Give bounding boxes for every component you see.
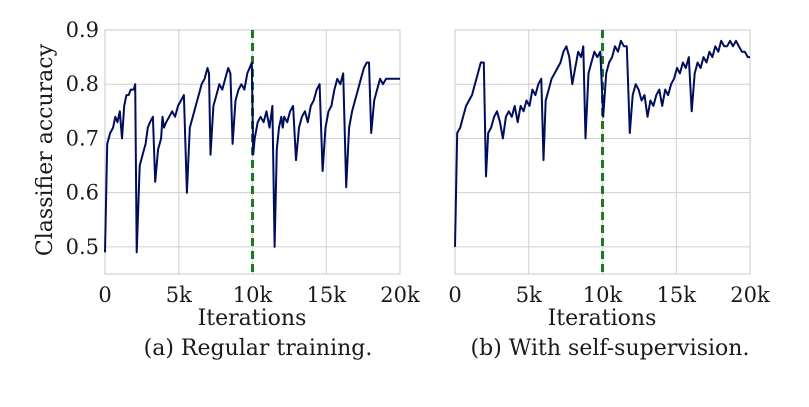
y-axis-title: Classifier accuracy (33, 43, 58, 256)
panel-a: 0.5 0.6 0.7 0.8 0.9 0 5k 10k 15k 20k Ite… (66, 18, 420, 361)
caption-a: (a) Regular training. (144, 336, 373, 361)
caption-b: (b) With self-supervision. (471, 336, 750, 361)
accuracy-series-a (104, 61, 400, 254)
x-ticks-a: 0 5k 10k 15k 20k (98, 283, 420, 307)
x-tick-label: 20k (380, 283, 420, 307)
x-tick-label: 0 (448, 283, 461, 307)
x-tick-label: 5k (166, 283, 192, 307)
x-tick-label: 15k (307, 283, 347, 307)
x-tick-label: 10k (583, 283, 623, 307)
y-tick-label: 0.7 (66, 126, 99, 150)
y-tick-label: 0.5 (66, 235, 99, 259)
x-tick-label: 5k (516, 283, 542, 307)
accuracy-series-b (454, 39, 750, 247)
y-tick-label: 0.8 (66, 72, 99, 96)
x-axis-title-b: Iterations (548, 306, 657, 331)
x-tick-label: 0 (98, 283, 111, 307)
y-tick-label: 0.6 (66, 181, 99, 205)
x-tick-label: 20k (730, 283, 770, 307)
y-ticks-a: 0.5 0.6 0.7 0.8 0.9 (66, 18, 99, 259)
x-tick-label: 15k (657, 283, 697, 307)
x-ticks-b: 0 5k 10k 15k 20k (448, 283, 770, 307)
x-tick-label: 10k (233, 283, 273, 307)
x-axis-title-a: Iterations (198, 306, 307, 331)
y-tick-label: 0.9 (66, 18, 99, 42)
panel-b: 0 5k 10k 15k 20k Iterations (b) With sel… (448, 29, 770, 361)
